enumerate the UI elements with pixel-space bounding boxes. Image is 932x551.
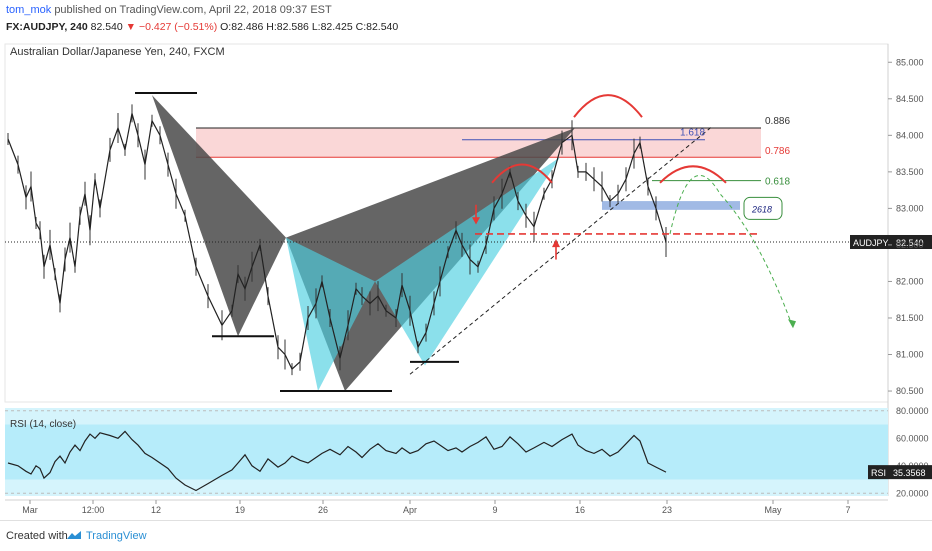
last-price-symbol: AUDJPY	[853, 238, 889, 248]
fib-label-0886: 0.886	[765, 116, 790, 127]
price-axis: 85.000 84.500 84.000 83.500 83.000 82.500 82.0…	[888, 57, 924, 396]
right-shoulder-arc	[659, 165, 727, 184]
time-tick-label: 19	[235, 505, 245, 515]
projection-path	[669, 175, 793, 326]
price-tick-label: 80.500	[896, 386, 924, 396]
time-tick-label: 9	[492, 505, 497, 515]
price-value: 82.540	[90, 21, 123, 33]
fib-label-1618: 1.618	[680, 128, 705, 139]
last-price-value: 82.540	[896, 238, 924, 248]
price-tick-label: 85.000	[896, 57, 924, 67]
time-tick-label: May	[764, 505, 782, 515]
published-text: published on TradingView.com, April 22, …	[54, 4, 332, 16]
rsi-last-value: 35.3568	[893, 468, 926, 478]
price-tick-label: 82.500	[896, 240, 924, 250]
fib-label-0786: 0.786	[765, 146, 790, 157]
rsi-tick-label: 80.0000	[896, 406, 929, 416]
fib-zones	[196, 127, 761, 210]
last-price-tag	[892, 234, 932, 249]
price-tick-label: 84.000	[896, 130, 924, 140]
arrow-up-icon	[552, 239, 560, 248]
time-tick-label: Mar	[22, 505, 38, 515]
rsi-tick-label: 20.0000	[896, 488, 929, 498]
time-tick-label: 16	[575, 505, 585, 515]
time-tick-label: 12:00	[82, 505, 105, 515]
open-value: O:82.486	[220, 21, 264, 33]
projection-arrow-icon	[788, 319, 796, 329]
time-tick-label: 7	[845, 505, 850, 515]
price-tick-label: 81.000	[896, 350, 924, 360]
zone-886-786	[196, 128, 761, 158]
high-value: H:82.586	[266, 21, 309, 33]
chart-title: Australian Dollar/Japanese Yen, 240, FXC…	[10, 46, 225, 58]
publisher-name[interactable]: tom_mok	[6, 4, 52, 16]
symbol-label: FX:AUDJPY, 240	[6, 21, 88, 33]
footer: Created with TradingView	[0, 520, 932, 551]
rsi-last-label: RSI	[871, 468, 886, 478]
price-tick-label: 82.000	[896, 276, 924, 286]
rsi-tick-label: 60.0000	[896, 433, 929, 443]
target-callout-label: 2618	[751, 204, 772, 214]
cyan-pattern-right	[375, 157, 560, 366]
created-with-label: Created with	[6, 530, 68, 542]
publish-info: tom_mok published on TradingView.com, Ap…	[6, 4, 332, 16]
zone-blue-target	[602, 201, 740, 210]
head-arc	[573, 94, 643, 118]
low-value: L:82.425	[311, 21, 353, 33]
drawings: 0.886 0.786 1.618 0.618 2618	[135, 91, 796, 393]
time-axis: Mar 12:00 12 19 26 Apr 9 16 23 May 7	[5, 499, 888, 515]
tradingview-brand[interactable]: TradingView	[86, 530, 147, 542]
price-tick-label: 83.000	[896, 203, 924, 213]
rsi-title: RSI (14, close)	[10, 419, 76, 430]
time-tick-label: Apr	[403, 505, 417, 515]
time-tick-label: 26	[318, 505, 328, 515]
price-tick-label: 81.500	[896, 313, 924, 323]
price-series: AUDJPY 82.540	[5, 104, 932, 376]
close-value: C:82.540	[355, 21, 399, 33]
last-price-symbol-tag	[850, 234, 892, 249]
change-value: ▼ −0.427 (−0.51%)	[125, 21, 218, 33]
time-tick-label: 12	[151, 505, 161, 515]
fib-label-0618: 0.618	[765, 177, 790, 188]
arrow-down-icon	[472, 217, 480, 225]
price-tick-label: 83.500	[896, 167, 924, 177]
rsi-last-label-tag	[868, 465, 890, 480]
price-tick-label: 84.500	[896, 94, 924, 104]
tradingview-logo-icon	[67, 531, 81, 539]
price-chart[interactable]: AUDJPY 82.540 0.886 0.786 1.618 0.618 2618 85…	[0, 0, 932, 520]
rsi-band	[5, 424, 888, 480]
chart-header: tom_mok published on TradingView.com, Ap…	[0, 0, 932, 40]
target-callout-box	[743, 196, 783, 220]
left-shoulder-arc	[491, 163, 553, 184]
trendline-dashed	[409, 126, 713, 375]
time-tick-label: 23	[662, 505, 672, 515]
rsi-last-value-tag	[890, 465, 932, 480]
ohlc-readout: FX:AUDJPY, 240 82.540 ▼ −0.427 (−0.51%) …	[6, 21, 398, 33]
rsi-line	[7, 430, 667, 492]
price-line	[7, 113, 667, 371]
